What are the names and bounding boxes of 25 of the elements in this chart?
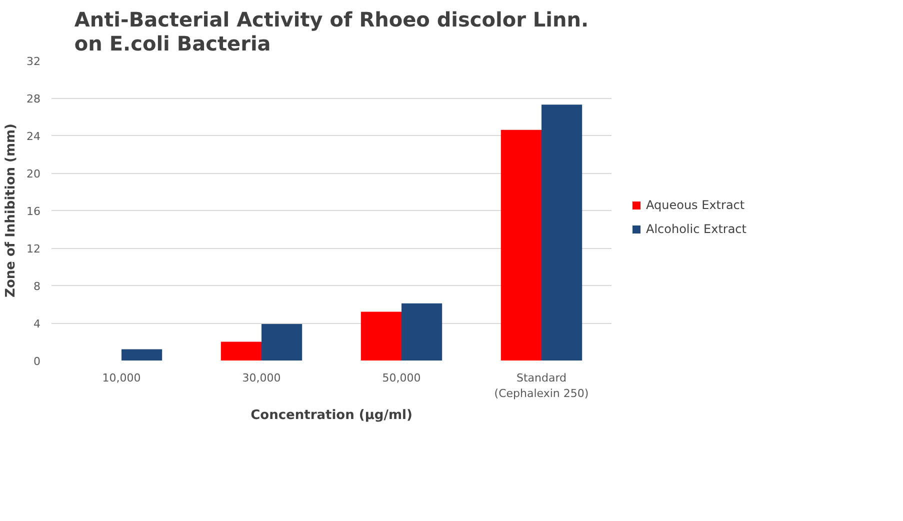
y-tick-label: 24	[26, 130, 41, 143]
bar	[402, 303, 442, 360]
legend-label: Alcoholic Extract	[646, 222, 746, 236]
y-tick-label: 28	[26, 92, 41, 106]
x-tick-label: 30,000	[242, 372, 281, 384]
x-tick-label: Standard (Cephalexin 250)	[494, 372, 589, 400]
y-tick-label: 20	[26, 168, 41, 180]
y-tick-label: 12	[26, 242, 41, 256]
bar	[262, 324, 302, 360]
y-tick-label: 8	[34, 280, 40, 293]
y-axis-title: Zone of Inhibition (mm)	[4, 123, 19, 298]
chart-title: Anti-Bacterial Activity of Rhoeo discolor Linn. on E.coli Bacteria	[74, 8, 589, 56]
bar	[360, 312, 402, 360]
bar	[500, 130, 542, 360]
bar	[220, 342, 262, 360]
bar	[122, 349, 162, 360]
y-tick-label: 16	[26, 205, 41, 218]
x-tick-label: 10,000	[102, 372, 141, 384]
bar	[542, 104, 582, 360]
x-tick-label: 50,000	[382, 372, 421, 384]
legend-label: Aqueous Extract	[646, 198, 745, 212]
y-tick-label: 0	[34, 355, 40, 368]
y-tick-label: 4	[34, 318, 40, 330]
x-axis-title: Concentration (µg/ml)	[250, 408, 412, 424]
y-tick-label: 32	[26, 55, 41, 68]
